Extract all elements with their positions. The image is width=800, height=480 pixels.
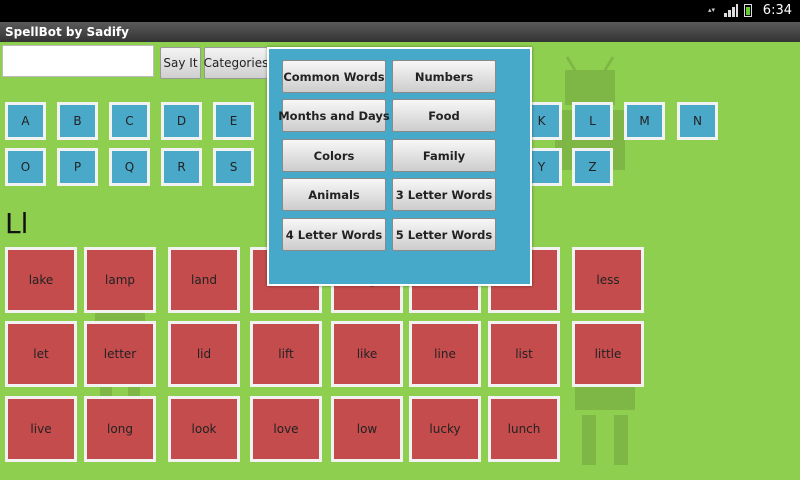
word-tile[interactable]: live bbox=[5, 396, 77, 462]
word-tile[interactable]: lunch bbox=[488, 396, 560, 462]
category-family[interactable]: Family bbox=[392, 139, 496, 172]
letter-tile-l[interactable]: L bbox=[572, 102, 613, 140]
category-5-letter-words[interactable]: 5 Letter Words bbox=[392, 218, 496, 251]
word-tile[interactable]: little bbox=[572, 321, 644, 387]
word-tile[interactable]: letter bbox=[84, 321, 156, 387]
letter-tile-a[interactable]: A bbox=[5, 102, 46, 140]
app-title-bar: SpellBot by Sadify bbox=[0, 22, 800, 42]
word-tile[interactable]: lake bbox=[5, 247, 77, 313]
category-colors[interactable]: Colors bbox=[282, 139, 386, 172]
word-tile[interactable]: look bbox=[168, 396, 240, 462]
category-common-words[interactable]: Common Words bbox=[282, 60, 386, 93]
letter-tile-c[interactable]: C bbox=[109, 102, 150, 140]
current-letter-heading: Ll bbox=[5, 207, 29, 240]
word-tile[interactable]: lamp bbox=[84, 247, 156, 313]
word-tile[interactable]: let bbox=[5, 321, 77, 387]
letter-tile-o[interactable]: O bbox=[5, 148, 46, 186]
word-tile[interactable]: low bbox=[331, 396, 403, 462]
letter-tile-e[interactable]: E bbox=[213, 102, 254, 140]
category-months-and-days[interactable]: Months and Days bbox=[278, 99, 390, 132]
letter-tile-r[interactable]: R bbox=[161, 148, 202, 186]
category-food[interactable]: Food bbox=[392, 99, 496, 132]
word-tile[interactable]: line bbox=[409, 321, 481, 387]
word-input[interactable] bbox=[2, 45, 154, 77]
network-icon: ▴▾ bbox=[708, 6, 716, 14]
app-title: SpellBot by Sadify bbox=[5, 25, 129, 39]
letter-tile-m[interactable]: M bbox=[624, 102, 665, 140]
say-it-button[interactable]: Say It bbox=[160, 47, 201, 79]
letter-tile-b[interactable]: B bbox=[57, 102, 98, 140]
letter-tile-p[interactable]: P bbox=[57, 148, 98, 186]
categories-popup: Common Words Numbers Months and Days Foo… bbox=[267, 47, 532, 286]
word-tile[interactable]: love bbox=[250, 396, 322, 462]
word-tile[interactable]: lift bbox=[250, 321, 322, 387]
letter-tile-q[interactable]: Q bbox=[109, 148, 150, 186]
signal-icon bbox=[724, 4, 738, 17]
letter-tile-n[interactable]: N bbox=[677, 102, 718, 140]
word-tile[interactable]: like bbox=[331, 321, 403, 387]
word-tile[interactable]: long bbox=[84, 396, 156, 462]
word-tile[interactable]: lucky bbox=[409, 396, 481, 462]
word-tile[interactable]: less bbox=[572, 247, 644, 313]
category-animals[interactable]: Animals bbox=[282, 178, 386, 211]
status-bar: ▴▾ 6:34 bbox=[0, 0, 800, 22]
battery-icon bbox=[744, 4, 752, 17]
word-tile[interactable]: land bbox=[168, 247, 240, 313]
category-numbers[interactable]: Numbers bbox=[392, 60, 496, 93]
category-3-letter-words[interactable]: 3 Letter Words bbox=[392, 178, 496, 211]
letter-tile-s[interactable]: S bbox=[213, 148, 254, 186]
category-4-letter-words[interactable]: 4 Letter Words bbox=[282, 218, 386, 251]
word-tile[interactable]: list bbox=[488, 321, 560, 387]
letter-tile-z[interactable]: Z bbox=[572, 148, 613, 186]
status-time: 6:34 bbox=[762, 3, 792, 18]
letter-tile-d[interactable]: D bbox=[161, 102, 202, 140]
categories-button[interactable]: Categories bbox=[204, 47, 268, 79]
status-icons: ▴▾ bbox=[708, 4, 752, 17]
word-tile[interactable]: lid bbox=[168, 321, 240, 387]
